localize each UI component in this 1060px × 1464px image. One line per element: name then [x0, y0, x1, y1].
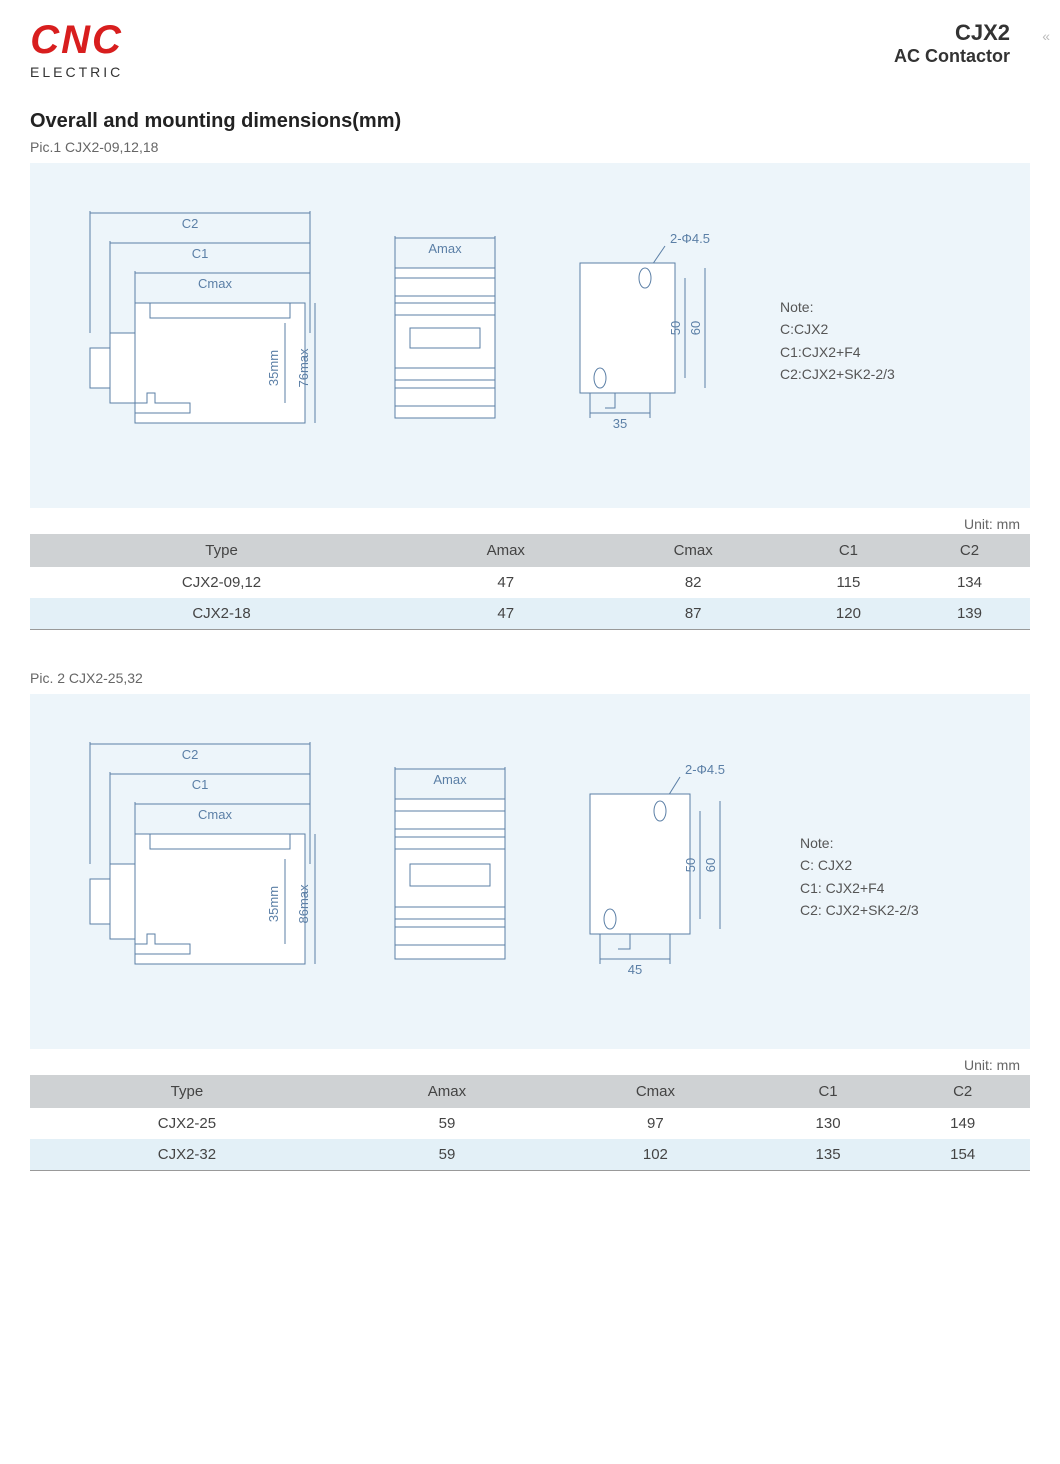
- note-line2: C1:CJX2+F4: [780, 341, 895, 363]
- section-title: Overall and mounting dimensions(mm): [30, 110, 1030, 133]
- dim-35: 35: [613, 416, 627, 431]
- pic1-label: Pic.1 CJX2-09,12,18: [30, 139, 1030, 155]
- pic2-note: Note: C: CJX2 C1: CJX2+F4 C2: CJX2+SK2-2…: [800, 832, 919, 922]
- pic1-note: Note: C:CJX2 C1:CJX2+F4 C2:CJX2+SK2-2/3: [780, 296, 895, 386]
- pic2-front-view: Amax: [380, 759, 520, 994]
- note-line2: C1: CJX2+F4: [800, 877, 919, 899]
- dim-cmax: Cmax: [198, 276, 232, 291]
- col-c1: C1: [788, 534, 909, 567]
- product-name: AC Contactor: [894, 46, 1010, 67]
- col-amax: Amax: [413, 534, 598, 567]
- pic2-table: Type Amax Cmax C1 C2 CJX2-25 59 97 130 1…: [30, 1075, 1030, 1171]
- dim-45: 45: [628, 962, 642, 977]
- table-header-row: Type Amax Cmax C1 C2: [30, 534, 1030, 567]
- col-cmax: Cmax: [598, 534, 787, 567]
- dim-cmax: Cmax: [198, 807, 232, 822]
- dim-50: 50: [683, 858, 698, 872]
- brand-logo: CNC ELECTRIC: [30, 20, 123, 80]
- note-title: Note:: [780, 296, 895, 318]
- pic2-side-view: C2 C1 Cmax 35mm 86max: [60, 734, 330, 1019]
- dim-60: 60: [703, 858, 718, 872]
- pic2-diagram-panel: C2 C1 Cmax 35mm 86max Amax: [30, 694, 1030, 1049]
- col-amax: Amax: [344, 1075, 550, 1108]
- dim-50: 50: [668, 321, 683, 335]
- table-row: CJX2-25 59 97 130 149: [30, 1108, 1030, 1139]
- dim-amax: Amax: [428, 241, 462, 256]
- note-line1: C: CJX2: [800, 854, 919, 876]
- dim-c1: C1: [192, 246, 209, 261]
- dim-35mm: 35mm: [266, 886, 281, 922]
- dim-76max: 76max: [296, 348, 311, 388]
- logo-text: CNC: [30, 20, 123, 60]
- dim-hole: 2-Φ4.5: [670, 231, 710, 246]
- page-nav-icon: «: [1042, 28, 1050, 44]
- logo-subtext: ELECTRIC: [30, 64, 123, 80]
- dim-amax: Amax: [433, 772, 467, 787]
- table-row: CJX2-18 47 87 120 139: [30, 598, 1030, 630]
- note-line1: C:CJX2: [780, 318, 895, 340]
- dim-hole: 2-Φ4.5: [685, 762, 725, 777]
- table-header-row: Type Amax Cmax C1 C2: [30, 1075, 1030, 1108]
- col-type: Type: [30, 1075, 344, 1108]
- page-header: CNC ELECTRIC CJX2 AC Contactor «: [30, 20, 1030, 80]
- col-type: Type: [30, 534, 413, 567]
- pic1-unit-label: Unit: mm: [30, 516, 1030, 532]
- pic1-mount-view: 2-Φ4.5 50 60 35: [560, 228, 730, 453]
- dim-60: 60: [688, 321, 703, 335]
- table-row: CJX2-09,12 47 82 115 134: [30, 567, 1030, 598]
- pic1-diagram-panel: C2 C1 Cmax 35mm 76max Amax: [30, 163, 1030, 508]
- dim-86max: 86max: [296, 884, 311, 924]
- note-line3: C2:CJX2+SK2-2/3: [780, 363, 895, 385]
- pic1-table: Type Amax Cmax C1 C2 CJX2-09,12 47 82 11…: [30, 534, 1030, 630]
- pic2-mount-view: 2-Φ4.5 50 60 45: [570, 759, 750, 994]
- product-code: CJX2: [894, 20, 1010, 46]
- dim-c2: C2: [182, 216, 199, 231]
- dim-c1: C1: [192, 777, 209, 792]
- note-line3: C2: CJX2+SK2-2/3: [800, 899, 919, 921]
- dim-c2: C2: [182, 747, 199, 762]
- note-title: Note:: [800, 832, 919, 854]
- col-cmax: Cmax: [550, 1075, 761, 1108]
- product-title: CJX2 AC Contactor «: [894, 20, 1030, 67]
- table-row: CJX2-32 59 102 135 154: [30, 1139, 1030, 1171]
- pic2-unit-label: Unit: mm: [30, 1057, 1030, 1073]
- col-c2: C2: [895, 1075, 1030, 1108]
- pic1-front-view: Amax: [380, 228, 510, 453]
- col-c2: C2: [909, 534, 1030, 567]
- col-c1: C1: [761, 1075, 896, 1108]
- pic1-side-view: C2 C1 Cmax 35mm 76max: [60, 203, 330, 478]
- pic2-label: Pic. 2 CJX2-25,32: [30, 670, 1030, 686]
- dim-35mm: 35mm: [266, 350, 281, 386]
